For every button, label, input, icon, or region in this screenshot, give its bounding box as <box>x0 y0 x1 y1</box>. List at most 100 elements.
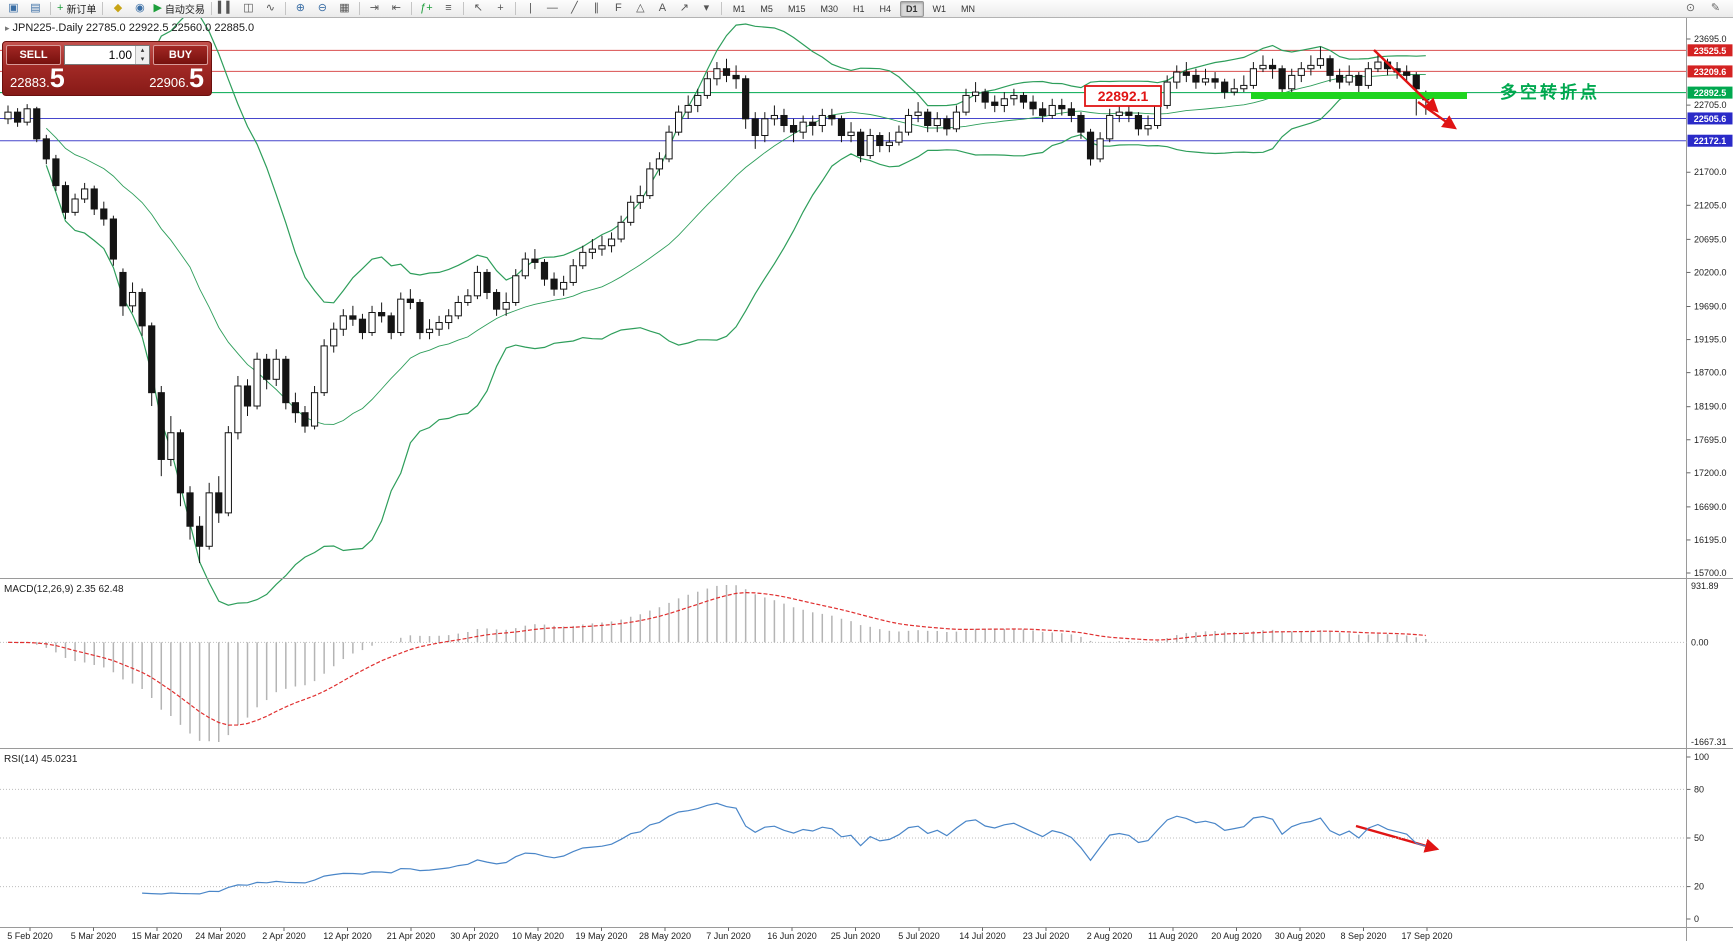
indicator-list-icon[interactable]: ≡ <box>438 1 459 16</box>
support-highlight-bar[interactable] <box>1251 92 1467 99</box>
trend-arrow[interactable] <box>1417 101 1457 130</box>
rsi-title: RSI(14) 45.0231 <box>4 754 78 765</box>
auto-scroll-icon[interactable]: ⇥ <box>364 1 385 16</box>
bollinger-middle-band <box>45 73 1426 425</box>
indicators-icon-glyph: ƒ+ <box>420 2 433 14</box>
indicators-icon[interactable]: ƒ+ <box>416 1 437 16</box>
ask-price: 22906.5 <box>149 63 204 93</box>
date-axis-label: 15 Mar 2020 <box>132 931 183 941</box>
crosshair-icon[interactable]: + <box>490 1 511 16</box>
price-axis[interactable] <box>1687 18 1733 927</box>
timeframe-mn[interactable]: MN <box>961 3 976 14</box>
price-tag-bg <box>1687 86 1733 99</box>
alerts-icon-glyph: ◆ <box>113 2 123 14</box>
symbol-ohlc-text: JPN225-.Daily 22785.0 22922.5 22560.0 22… <box>12 22 255 34</box>
crosshair-icon-glyph: + <box>497 2 504 14</box>
vertical-line-icon[interactable]: | <box>520 1 541 16</box>
profiles-icon[interactable]: ▤ <box>25 1 46 16</box>
volume-down-button[interactable]: ▾ <box>140 56 145 63</box>
line-chart-icon[interactable]: ∿ <box>260 1 281 16</box>
ask-price-small: 22906. <box>149 75 189 90</box>
volume-up-button[interactable]: ▴ <box>140 47 145 54</box>
toolbar-separator <box>102 2 104 15</box>
horizontal-line-icon-glyph: — <box>546 2 558 14</box>
fibonacci-icon[interactable]: F <box>608 1 629 16</box>
new-chart-icon[interactable]: ▣ <box>3 1 24 16</box>
horizontal-line-icon[interactable]: — <box>542 1 563 16</box>
candlestick-chart-icon-glyph: ◫ <box>243 2 254 14</box>
shapes-icon[interactable]: △ <box>630 1 651 16</box>
volume-input[interactable] <box>65 46 135 64</box>
turning-point-label[interactable]: 多空转折点 <box>1500 82 1600 102</box>
arrows-icon[interactable]: ↗ <box>674 1 695 16</box>
volume-spinner: ▴ ▾ <box>135 46 149 64</box>
trendline-icon[interactable]: ╱ <box>564 1 585 16</box>
timeframe-w1[interactable]: W1 <box>932 3 947 14</box>
timeframe-m1[interactable]: M1 <box>732 3 746 14</box>
main-toolbar: ▣ ▤ + 新订单 ◆ ◉ ▶ 自动交易 ▍▍ ◫ ∿ ⊕ ⊖ ▦ ⇥ ⇤ ƒ+ ≡ ↖ + | — ╱ ∥ F △ A ↗ ▾ M1 M5… <box>0 0 1733 18</box>
trend-arrow[interactable] <box>1373 49 1439 113</box>
timeframe-d1[interactable]: D1 <box>900 0 924 17</box>
market-watch-icon[interactable]: ◉ <box>129 1 150 16</box>
timeframe-h1[interactable]: H1 <box>852 3 865 14</box>
profiles-icon-glyph: ▤ <box>30 2 41 14</box>
new-order-button[interactable]: + 新订单 <box>55 1 98 17</box>
objects-dropdown-icon-glyph: ▾ <box>703 2 710 14</box>
ask-price-big: 5 <box>188 63 204 93</box>
channel-icon-glyph: ∥ <box>593 2 600 14</box>
alerts-icon[interactable]: ◆ <box>107 1 128 16</box>
autotrading-button[interactable]: ▶ 自动交易 <box>151 1 206 17</box>
rsi-axis-label: 80 <box>1694 784 1704 794</box>
price-axis-tick: 17695.0 <box>1694 435 1727 445</box>
shapes-icon-glyph: △ <box>636 2 645 14</box>
one-click-trading-panel: SELL ▴ ▾ BUY 22883.5 22906.5 <box>2 41 212 96</box>
chart-shift-icon[interactable]: ⇤ <box>386 1 407 16</box>
toolbar-separator <box>514 2 516 15</box>
date-axis-label: 14 Jul 2020 <box>959 931 1006 941</box>
rsi-axis-label: 20 <box>1694 882 1704 892</box>
candlestick-chart-icon[interactable]: ◫ <box>238 1 259 16</box>
chart-shift-icon-glyph: ⇤ <box>391 2 402 14</box>
zoom-in-icon[interactable]: ⊕ <box>290 1 311 16</box>
quick-search-icon[interactable]: ⊙ <box>1680 1 1701 16</box>
date-axis-label: 16 Jun 2020 <box>767 931 817 941</box>
rsi-axis-label: 100 <box>1694 752 1709 762</box>
cursor-icon[interactable]: ↖ <box>468 1 489 16</box>
chart-plot-area[interactable] <box>0 18 1686 578</box>
timeframe-h4[interactable]: H4 <box>879 3 891 14</box>
macd-axis-min: -1667.31 <box>1691 737 1727 747</box>
date-axis-label: 11 Aug 2020 <box>1148 931 1198 941</box>
tile-windows-icon[interactable]: ▦ <box>334 1 355 16</box>
timeframe-m15[interactable]: M15 <box>787 3 806 14</box>
bollinger-lower-band <box>45 91 1426 606</box>
price-axis-tick: 16195.0 <box>1694 535 1727 545</box>
timeframe-m30[interactable]: M30 <box>820 3 838 14</box>
date-axis-label: 19 May 2020 <box>575 931 627 941</box>
price-flag-box[interactable] <box>1084 85 1162 107</box>
buy-button[interactable]: BUY <box>153 45 208 65</box>
bar-chart-icon-glyph: ▍▍ <box>217 2 235 14</box>
price-axis-tick: 21700.0 <box>1694 167 1727 177</box>
date-axis-label: 12 Apr 2020 <box>323 931 372 941</box>
chart-symbol-ohlc: ▸ JPN225-.Daily 22785.0 22922.5 22560.0 2… <box>5 22 254 34</box>
date-axis-label: 23 Jul 2020 <box>1023 931 1070 941</box>
text-icon[interactable]: A <box>652 1 673 16</box>
sell-button[interactable]: SELL <box>6 45 61 65</box>
toolbar-separator <box>410 2 412 15</box>
zoom-out-icon[interactable]: ⊖ <box>312 1 333 16</box>
price-axis-tick: 22705.0 <box>1694 100 1727 110</box>
text-icon-glyph: A <box>658 2 667 14</box>
edit-icon-glyph: ✎ <box>1710 2 1721 14</box>
objects-dropdown-icon[interactable]: ▾ <box>696 1 717 16</box>
macd-signal-line <box>7 591 1426 726</box>
channel-icon[interactable]: ∥ <box>586 1 607 16</box>
time-axis[interactable] <box>0 928 1686 941</box>
timeframe-m5[interactable]: M5 <box>760 3 773 14</box>
date-axis-label: 8 Sep 2020 <box>1340 931 1386 941</box>
bar-chart-icon[interactable]: ▍▍ <box>216 1 237 16</box>
rsi-axis-label: 0 <box>1694 914 1699 924</box>
price-tag: 23525.5 <box>1694 46 1727 56</box>
edit-icon[interactable]: ✎ <box>1705 1 1726 16</box>
price-axis-tick: 18700.0 <box>1694 368 1727 378</box>
